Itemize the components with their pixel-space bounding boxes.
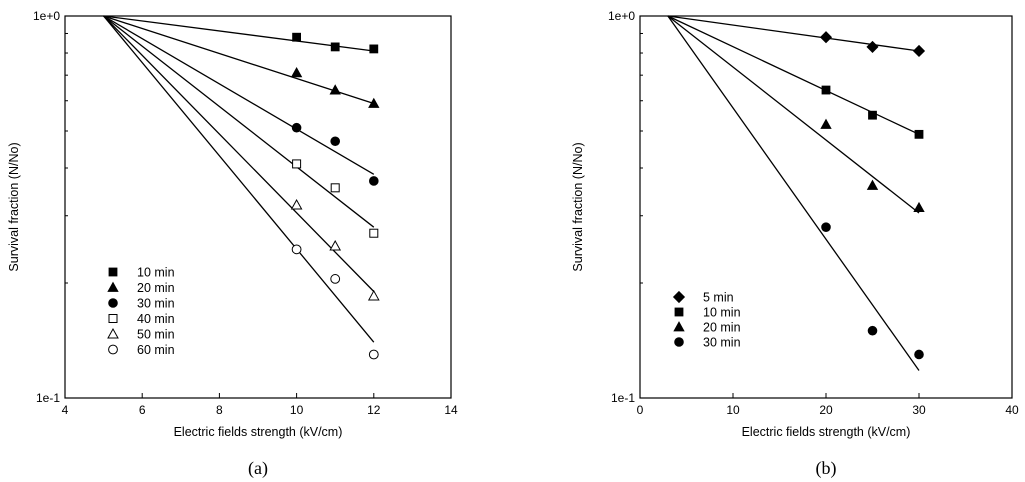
legend-marker (108, 267, 118, 277)
fit-line-10-min (103, 15, 374, 52)
data-point-5-min (912, 44, 926, 58)
legend-marker (672, 290, 686, 304)
data-point-40-min (292, 159, 302, 169)
data-point-50-min (367, 289, 380, 301)
data-point-10-min (868, 110, 877, 120)
data-point-10-min (330, 42, 340, 52)
legend-label: 10 min (137, 266, 175, 280)
fit-line-60-min (103, 15, 375, 343)
x-tick-label: 40 (1005, 403, 1019, 417)
data-point-20-min (866, 179, 879, 190)
legend-label: 20 min (703, 321, 741, 335)
data-point-20-min (368, 97, 380, 108)
plot-area-frame (64, 15, 452, 399)
data-point-5-min (866, 40, 879, 53)
x-tick-label: 8 (216, 403, 223, 417)
data-point-50-min (329, 239, 342, 251)
data-point-5-min (819, 31, 833, 44)
x-tick-label: 10 (290, 403, 304, 417)
data-point-30-min (291, 122, 302, 133)
fit-line-40-min (103, 15, 375, 228)
y-tick-label: 1e+0 (33, 9, 60, 23)
legend-label: 60 min (137, 343, 175, 357)
x-tick-label: 14 (444, 403, 458, 417)
data-point-10-min (292, 32, 302, 42)
data-point-10-min (369, 44, 379, 54)
fit-line-20-min (667, 15, 920, 214)
x-tick-label: 20 (819, 403, 833, 417)
y-tick-label: 1e-1 (611, 391, 635, 405)
data-point-30-min (914, 349, 924, 360)
legend-marker (107, 327, 119, 339)
x-tick-label: 30 (912, 403, 926, 417)
fit-line-5-min (667, 15, 920, 52)
legend-label: 50 min (137, 328, 175, 342)
fit-line-30-min (103, 15, 375, 175)
data-point-20-min (913, 201, 925, 213)
panel-caption: (b) (816, 458, 837, 479)
data-point-40-min (330, 183, 340, 193)
legend-marker (107, 281, 119, 292)
data-point-10-min (821, 85, 831, 95)
legend-marker (673, 321, 685, 332)
fit-line-30-min (667, 15, 920, 371)
legend-label: 30 min (703, 336, 741, 350)
data-point-30-min (368, 176, 379, 186)
fit-line-10-min (667, 15, 920, 135)
data-point-30-min (330, 136, 341, 147)
data-point-20-min (329, 84, 341, 95)
legend-label: 30 min (137, 297, 175, 311)
legend-label: 40 min (137, 312, 175, 326)
legend-label: 20 min (137, 281, 175, 295)
fit-line-20-min (103, 15, 375, 105)
data-point-60-min (291, 244, 302, 255)
y-tick-label: 1e+0 (608, 9, 635, 23)
data-point-20-min (290, 66, 303, 78)
data-point-10-min (914, 129, 924, 139)
y-axis-label: Survival fraction (N/No) (7, 142, 21, 271)
plot-area-frame (639, 15, 1013, 399)
panel-caption: (a) (248, 458, 268, 479)
data-point-60-min (368, 349, 379, 360)
data-point-30-min (867, 325, 878, 336)
x-axis-label: Electric fields strength (kV/cm) (174, 425, 343, 439)
legend-marker (108, 314, 118, 323)
data-point-50-min (290, 199, 303, 210)
fit-line-50-min (103, 15, 375, 292)
x-tick-label: 6 (139, 403, 146, 417)
legend-label: 5 min (703, 291, 734, 305)
legend-label: 10 min (703, 306, 741, 320)
legend-marker (108, 298, 118, 308)
x-axis-label: Electric fields strength (kV/cm) (742, 425, 911, 439)
data-point-60-min (330, 274, 341, 284)
data-point-30-min (821, 222, 831, 232)
y-tick-label: 1e-1 (36, 391, 60, 405)
x-tick-label: 10 (726, 403, 740, 417)
data-point-20-min (820, 118, 832, 129)
legend-marker (674, 307, 684, 317)
x-tick-label: 4 (62, 403, 69, 417)
x-tick-label: 12 (367, 403, 381, 417)
y-axis-label: Survival fraction (N/No) (571, 142, 585, 271)
x-tick-label: 0 (637, 403, 644, 417)
legend-marker (108, 344, 118, 355)
data-point-40-min (369, 228, 379, 238)
legend-marker (674, 337, 684, 347)
